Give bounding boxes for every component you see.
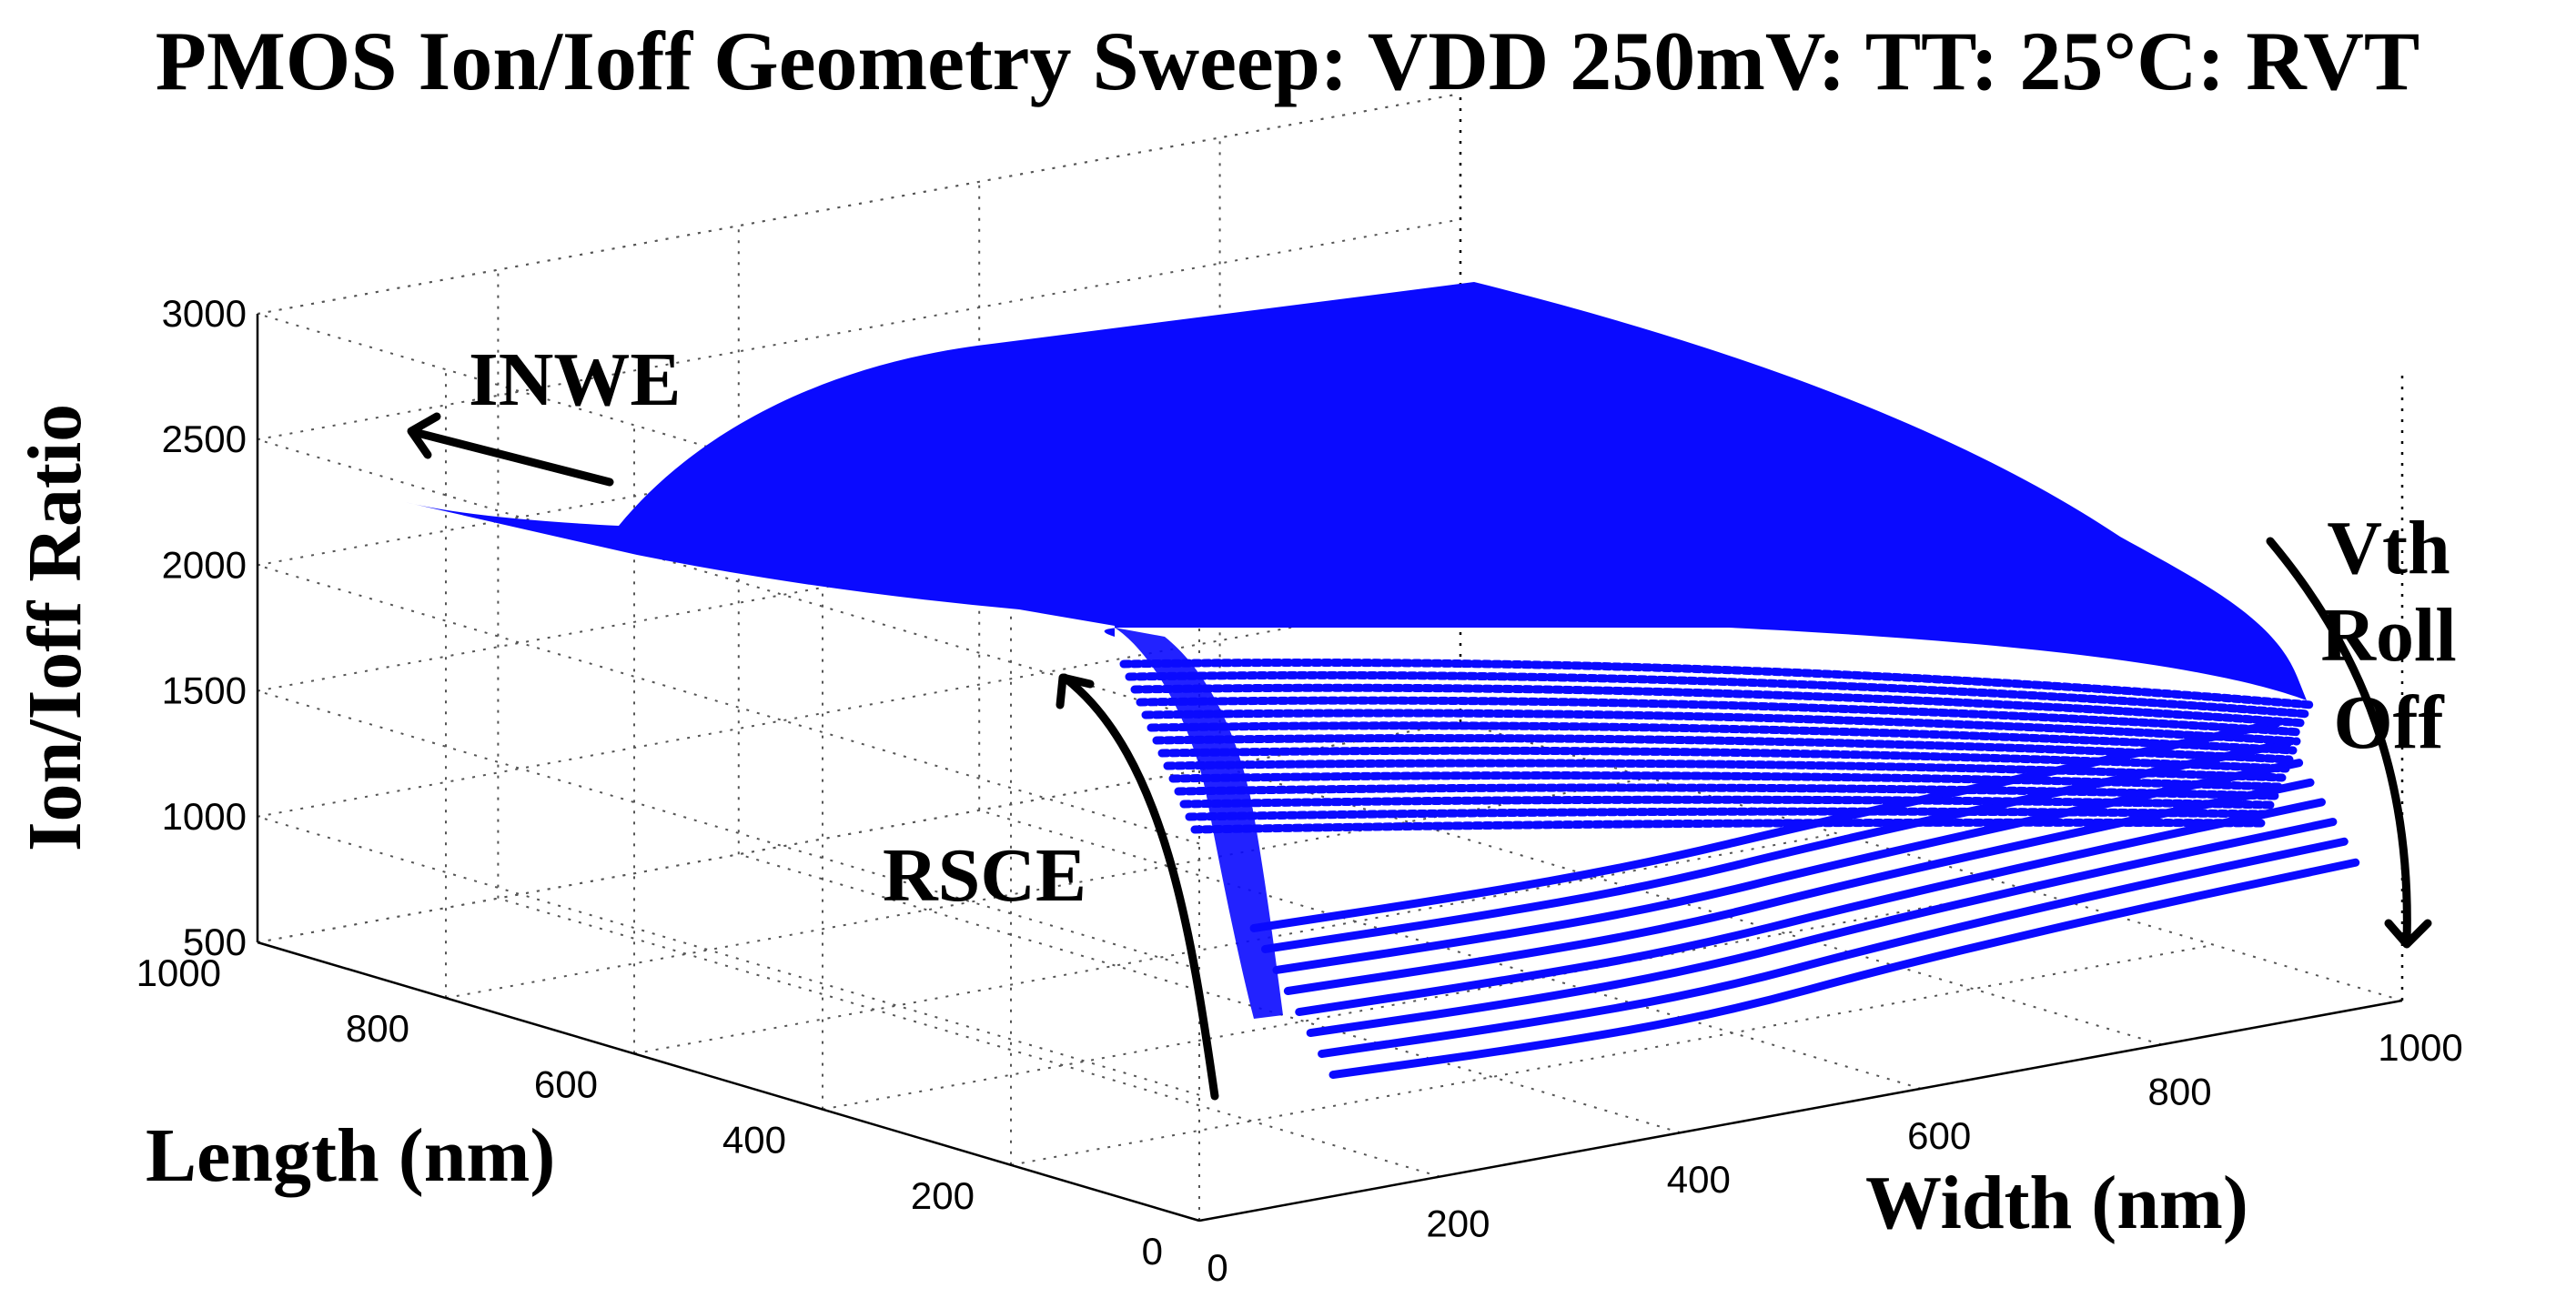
x-tick-label: 1000 — [2378, 1026, 2462, 1069]
annotation-vth-word: Vth — [2327, 506, 2450, 590]
surface-plot — [405, 282, 2360, 1080]
y-tick-label: 800 — [346, 1007, 409, 1050]
grid-line — [257, 689, 1200, 971]
y-tick-label: 1000 — [136, 951, 221, 994]
mesh-line — [1174, 783, 2279, 800]
grid-line — [738, 853, 1682, 1134]
annotation-vth-word: Off — [2333, 680, 2444, 765]
surface-plateau — [405, 282, 2307, 700]
grid-line — [257, 93, 1461, 315]
grid-line — [257, 721, 1461, 943]
z-tick-label: 2500 — [162, 418, 247, 460]
mesh-line — [1130, 683, 2308, 728]
z-tick-label: 1500 — [162, 669, 247, 712]
mesh-line — [1163, 759, 2287, 782]
z-tick-label: 1000 — [162, 795, 247, 838]
x-tick-label: 200 — [1426, 1202, 1490, 1245]
mesh-line — [1190, 818, 2268, 834]
z-tick-label: 2000 — [162, 543, 247, 586]
length-strip — [1318, 837, 2349, 1059]
mesh-line — [1147, 721, 2298, 755]
length-strip — [1328, 858, 2360, 1080]
annotation-rsce: RSCE — [883, 833, 1086, 918]
x-tick-label: 0 — [1207, 1246, 1227, 1289]
y-tick-label: 200 — [911, 1174, 975, 1217]
mesh-line — [1185, 807, 2272, 821]
grid-line — [1010, 943, 2215, 1166]
y-tick-label: 0 — [1142, 1230, 1163, 1273]
length-axis-line — [257, 941, 1200, 1222]
x-tick-label: 800 — [2148, 1070, 2212, 1112]
length-strip — [1306, 818, 2338, 1038]
surface-mesh-lines — [1119, 658, 2316, 834]
chart-title: PMOS Ion/Ioff Geometry Sweep: VDD 250mV:… — [156, 15, 2419, 107]
length-strip — [1283, 778, 2315, 995]
vth-arrow — [2266, 537, 2411, 946]
mesh-line — [1179, 795, 2276, 810]
x-axis-label: Width (nm) — [1865, 1161, 2248, 1245]
annotation-inwe: INWE — [469, 337, 681, 422]
width-axis-line — [1198, 999, 2403, 1222]
y-axis-label: Length (nm) — [146, 1113, 555, 1198]
y-tick-label: 400 — [722, 1119, 786, 1162]
annotation-vth-roll-off-line1: Vth Roll Off — [2320, 506, 2456, 765]
z-tick-label: 3000 — [162, 292, 247, 335]
inwe-arrow-head — [407, 412, 441, 459]
x-tick-labels: 0 200 400 600 800 1000 — [1207, 1026, 2462, 1289]
y-tick-labels: 0 200 400 600 800 1000 — [136, 951, 1163, 1273]
z-axis-label: Ion/Ioff Ratio — [13, 404, 97, 851]
annotations: INWE RSCE Vth Roll Off — [407, 337, 2457, 1101]
x-tick-label: 400 — [1667, 1158, 1731, 1201]
surface-wall — [1115, 628, 1283, 1019]
inwe-arrow — [409, 428, 614, 487]
mesh-line — [1125, 670, 2312, 719]
axes-box — [256, 314, 2403, 1222]
rsce-arrow — [1060, 673, 1219, 1101]
mesh-line — [1157, 746, 2290, 773]
x-tick-label: 600 — [1907, 1114, 1971, 1157]
y-tick-label: 600 — [534, 1062, 598, 1105]
mesh-line — [1136, 696, 2305, 737]
mesh-line — [1168, 771, 2283, 791]
mesh-line — [1141, 709, 2301, 746]
mesh-line — [1152, 734, 2294, 764]
z-tick-label: 500 — [183, 921, 247, 963]
mesh-line — [1119, 658, 2316, 709]
annotation-vth-word: Roll — [2320, 593, 2456, 678]
rsce-arrow-head — [1056, 673, 1095, 709]
length-strip — [1295, 798, 2326, 1017]
z-tick-labels: 500 1000 1500 2000 2500 3000 — [162, 292, 247, 963]
vth-arrow-head — [2384, 919, 2432, 949]
